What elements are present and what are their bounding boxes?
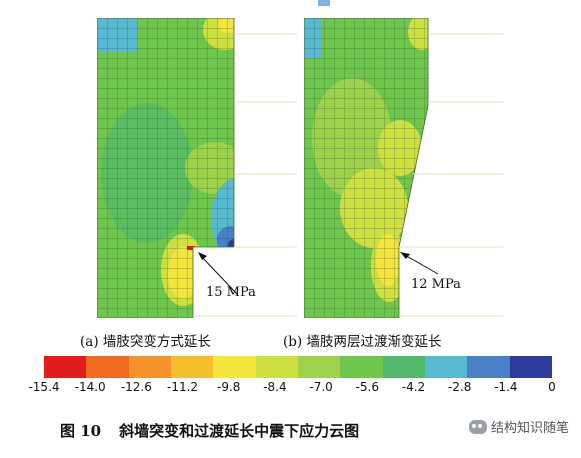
scale-tick-label: -7.0 <box>309 380 333 394</box>
scale-tick-label: -1.4 <box>494 380 518 394</box>
scale-segment <box>424 356 468 378</box>
scale-segment <box>213 356 256 378</box>
panel-caption-b: (b) 墙肢两层过渡渐变延长 <box>283 334 442 350</box>
contour-plot-a <box>97 18 297 318</box>
figure-title: 斜墙突变和过渡延长中震下应力云图 <box>119 422 360 440</box>
scale-segment <box>297 356 341 378</box>
figure-caption: 图 10 斜墙突变和过渡延长中震下应力云图 <box>60 420 359 441</box>
scale-segment <box>170 356 214 378</box>
contour-plot-b <box>304 18 504 318</box>
scale-tick-label: -9.8 <box>217 380 241 394</box>
scale-segment <box>86 356 129 378</box>
scale-segment <box>128 356 171 378</box>
scale-segment <box>382 356 425 378</box>
scale-tick-label: -5.6 <box>355 380 379 394</box>
top-marker <box>318 0 330 6</box>
scale-segment <box>509 356 552 378</box>
scale-segment <box>44 356 87 378</box>
scale-tick-label: 0 <box>548 380 556 394</box>
watermark-text: 结构知识随笔 <box>490 421 569 436</box>
wechat-icon <box>468 419 487 434</box>
scale-tick-label: -2.8 <box>447 380 472 394</box>
scale-tick-label: -12.6 <box>120 380 152 394</box>
figure-number: 图 10 <box>60 422 102 440</box>
scale-segment <box>340 356 383 378</box>
scale-segment <box>467 356 510 378</box>
callout-a: 15 MPa <box>206 285 256 300</box>
watermark: 结构知识随笔 <box>468 417 569 436</box>
scale-tick-label: -8.4 <box>263 380 287 394</box>
panel-caption-a: (a) 墙肢突变方式延长 <box>80 334 211 350</box>
scale-segment <box>255 356 298 378</box>
scale-tick-label: -4.2 <box>401 380 426 394</box>
callout-b: 12 MPa <box>411 277 461 292</box>
color-scale-bar <box>44 356 552 378</box>
scale-tick-label: -11.2 <box>167 380 199 394</box>
scale-tick-label: -14.0 <box>74 380 106 394</box>
color-scale-ticks: -15.4 -14.0 -12.6 -11.2 -9.8 -8.4 -7.0 -5.6 -4.2… <box>0 380 581 396</box>
scale-tick-label: -15.4 <box>28 380 60 394</box>
